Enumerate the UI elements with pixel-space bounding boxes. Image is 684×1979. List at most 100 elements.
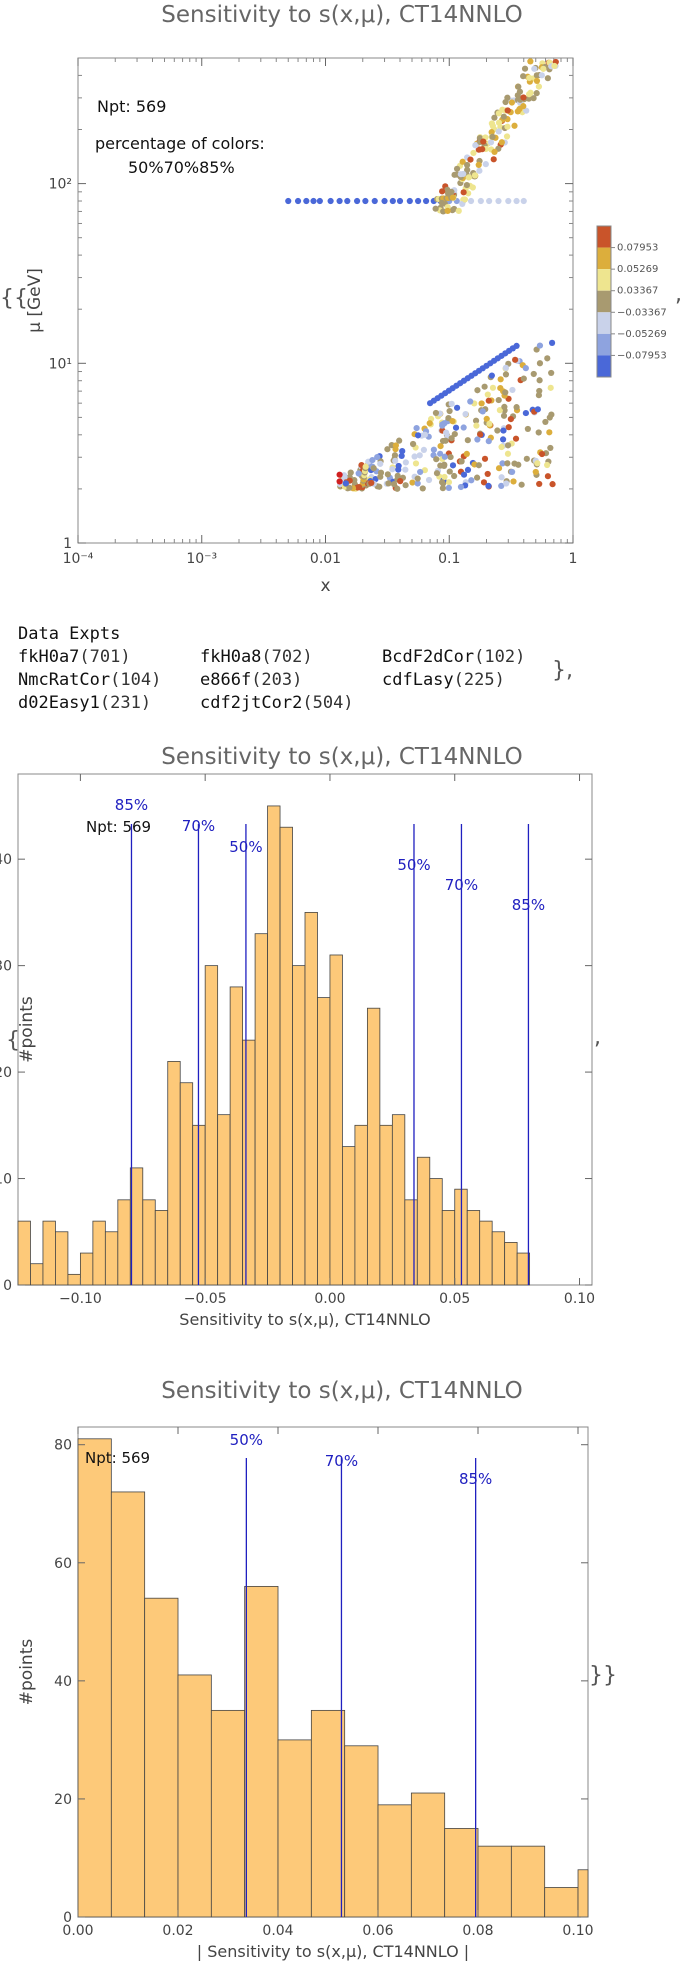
data-point	[501, 403, 508, 410]
data-point	[509, 468, 516, 476]
colorbar-label: 0.03367	[617, 286, 658, 297]
data-point	[510, 478, 517, 485]
data-point	[544, 461, 551, 469]
data-point	[402, 482, 409, 489]
data-point	[353, 197, 361, 205]
percentile-label: 50%	[230, 1431, 263, 1449]
data-point	[495, 396, 502, 404]
data-point	[411, 453, 418, 460]
data-point	[526, 74, 533, 82]
colorbar-segment	[597, 226, 611, 248]
data-point	[515, 461, 522, 468]
histogram-bar	[477, 1845, 512, 1918]
histogram-bar	[342, 1146, 356, 1286]
data-point	[536, 342, 544, 349]
histogram-bar	[79, 1252, 94, 1286]
x-axis-label: | Sensitivity to s(x,μ), CT14NNLO |	[197, 1942, 469, 1961]
data-point	[437, 450, 444, 457]
data-point	[538, 72, 545, 79]
data-point	[525, 95, 532, 102]
histogram-bar	[177, 1674, 212, 1918]
data-point	[446, 468, 453, 475]
data-point	[472, 142, 479, 149]
data-point	[514, 108, 521, 115]
histogram-bar	[516, 1252, 531, 1286]
histogram-bar	[154, 1210, 169, 1286]
data-point	[549, 481, 556, 488]
data-point	[455, 207, 462, 214]
data-point	[389, 197, 396, 205]
colorbar-label: 0.05269	[617, 264, 658, 275]
data-point	[513, 404, 520, 411]
percentile-label: 50%	[229, 838, 262, 856]
data-point	[499, 460, 506, 467]
percentile-label: 70%	[182, 817, 215, 835]
data-point	[520, 375, 527, 382]
data-point	[414, 475, 421, 482]
percentile-label: 50%	[397, 856, 430, 874]
expt-row: fkH0a7(701) fkH0a8(702) BcdF2dCor(102)	[18, 647, 564, 670]
data-point	[437, 443, 444, 450]
data-point	[495, 119, 503, 126]
x-tick-label: 0.10	[562, 1923, 593, 1939]
data-point	[524, 425, 531, 433]
data-point	[377, 460, 384, 467]
data-point	[409, 479, 416, 486]
data-point	[491, 148, 498, 155]
data-point	[535, 429, 542, 436]
x-tick-label: 0.00	[314, 1291, 345, 1307]
data-expts-block: Data Expts fkH0a7(701) fkH0a8(702) BcdF2…	[18, 624, 564, 716]
data-point	[409, 440, 417, 448]
data-point	[459, 158, 466, 165]
colorbar-label: −0.03367	[617, 307, 667, 318]
data-point	[438, 199, 445, 207]
y-tick-label: 40	[0, 852, 12, 868]
data-point	[457, 483, 465, 491]
data-point	[390, 481, 398, 488]
data-point	[535, 83, 543, 90]
colorbar-label: −0.07953	[617, 350, 667, 361]
data-point	[500, 427, 507, 434]
colorbar-segment	[597, 312, 611, 334]
data-point	[536, 377, 543, 384]
histogram-bar	[204, 965, 219, 1286]
colorbar-label: 0.07953	[617, 243, 658, 254]
data-point	[513, 342, 520, 349]
data-point	[479, 408, 486, 415]
data-point	[441, 473, 448, 481]
data-point	[377, 469, 385, 476]
data-point	[544, 75, 551, 82]
data-point	[511, 122, 518, 129]
histogram-bar	[491, 1231, 506, 1286]
data-point	[533, 77, 541, 85]
close-brace-outer: }}	[589, 1663, 617, 1688]
expt-row: NmcRatCor(104) e866f(203) cdfLasy(225)	[18, 670, 564, 693]
data-point	[402, 459, 409, 466]
histogram-bar	[391, 1114, 406, 1286]
data-point	[327, 197, 334, 205]
expt-entry: cdf2jtCor2(504)	[200, 693, 354, 713]
npt-annotation: Npt: 569	[97, 97, 166, 116]
data-point	[503, 480, 510, 487]
data-point	[504, 123, 511, 130]
x-tick-label: 0.00	[62, 1923, 93, 1939]
y-tick-label: 10	[0, 1172, 12, 1188]
comma-1: ,	[675, 282, 682, 307]
data-point	[507, 415, 514, 423]
data-point	[460, 471, 468, 478]
data-point	[419, 485, 426, 492]
data-point	[534, 460, 541, 467]
data-point	[468, 477, 475, 484]
data-point	[518, 481, 525, 488]
x-tick-label: 1	[569, 551, 578, 567]
data-point	[480, 479, 488, 486]
histogram-bar	[404, 1199, 418, 1286]
expt-entry: BcdF2dCor(102)	[382, 647, 526, 667]
histogram-bar	[441, 1210, 456, 1286]
data-point	[381, 197, 388, 205]
data-point	[547, 444, 554, 452]
data-point	[414, 432, 422, 439]
data-point	[474, 387, 481, 394]
histogram-absolute: 0.00 0.02 0.04 0.06 0.08 0.10 0 20 40 60 80 | Sensi…	[17, 1426, 594, 1961]
data-point	[489, 133, 496, 140]
